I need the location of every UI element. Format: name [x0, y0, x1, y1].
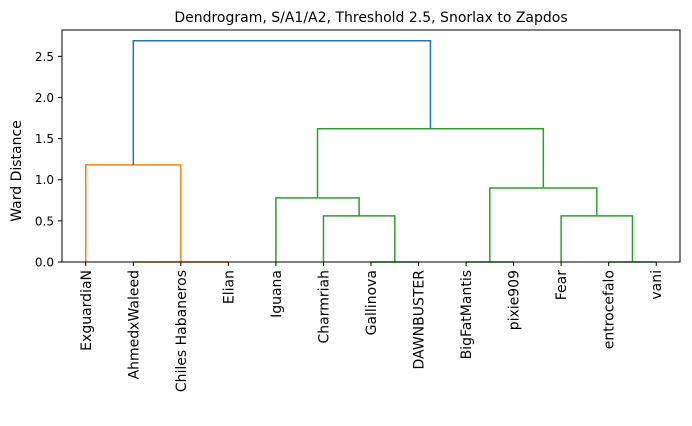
- plot-frame: [61, 29, 681, 263]
- leaf-label: entrocefalo: [602, 270, 618, 349]
- dendrogram-links: [85, 39, 657, 263]
- y-tick-label: 2.5: [35, 50, 54, 64]
- dendrogram-link: [560, 215, 634, 262]
- dendrogram-link: [85, 164, 182, 262]
- leaf-label: pixie909: [507, 270, 523, 330]
- leaf-label: Charmriah: [316, 270, 332, 343]
- x-axis-leaf-labels: ExguardiaN AhmedxWaleed Chiles Habaneros El…: [79, 262, 665, 392]
- dendrogram-link: [489, 187, 598, 262]
- leaf-label: ExguardiaN: [79, 270, 95, 351]
- chart-title: Dendrogram, S/A1/A2, Threshold 2.5, Snor…: [174, 10, 567, 26]
- leaf-label: DAWNBUSTER: [412, 270, 428, 370]
- leaf-label: Gallinova: [364, 270, 380, 335]
- y-tick-label: 2.0: [35, 91, 54, 105]
- dendrogram-link: [322, 215, 396, 262]
- leaf-label: Iguana: [269, 270, 285, 318]
- dendrogram-link: [132, 39, 432, 165]
- y-axis-label: Ward Distance: [9, 120, 25, 222]
- leaf-label: vani: [649, 270, 665, 300]
- y-tick-label: 1.0: [35, 173, 54, 187]
- y-tick-label: 0.0: [35, 256, 54, 270]
- leaf-label: AhmedxWaleed: [126, 270, 142, 379]
- y-tick-label: 1.5: [35, 132, 54, 146]
- leaf-label: Elian: [221, 270, 237, 304]
- y-axis-ticks: 0.0 0.5 1.0 1.5 2.0 2.5: [35, 50, 62, 270]
- dendrogram-link: [275, 197, 360, 262]
- leaf-label: BigFatMantis: [459, 270, 475, 359]
- leaf-label: Fear: [554, 270, 570, 300]
- leaf-label: Chiles Habaneros: [174, 270, 190, 392]
- y-tick-label: 0.5: [35, 214, 54, 228]
